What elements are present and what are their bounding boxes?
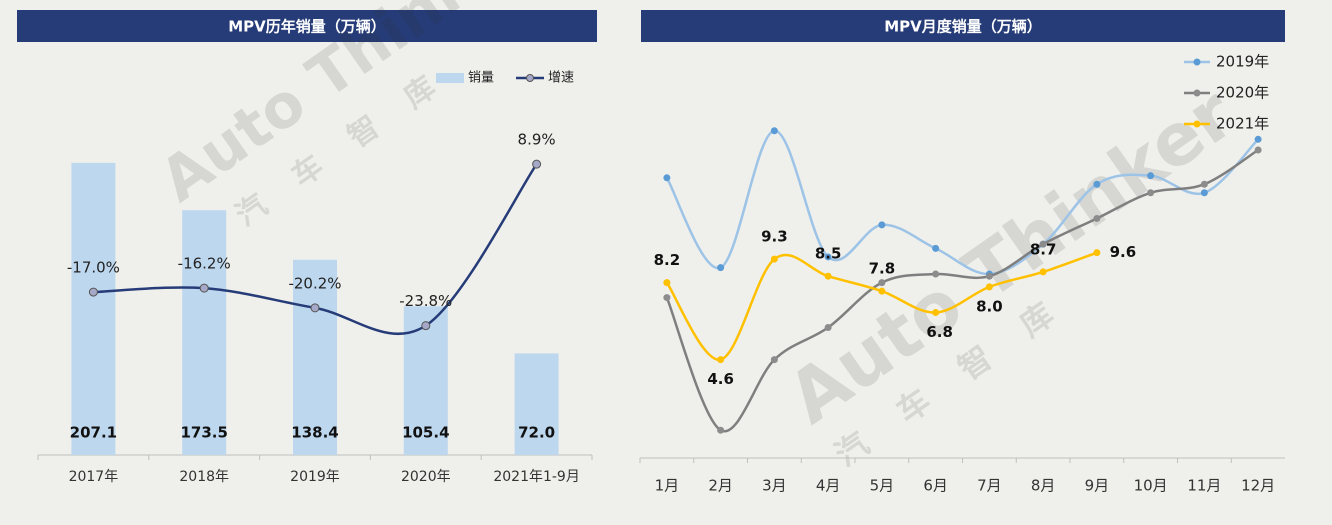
- value-label: -23.8%: [399, 292, 452, 310]
- marker: [310, 303, 320, 313]
- marker: [1039, 268, 1047, 276]
- legend-label: 2021年: [1216, 115, 1269, 133]
- value-label: 8.5: [815, 245, 842, 263]
- marker: [717, 426, 725, 434]
- value-label: 8.9%: [518, 131, 556, 149]
- marker: [878, 287, 886, 295]
- chart-title: MPV月度销量（万辆）: [884, 18, 1042, 36]
- marker: [199, 283, 209, 293]
- marker: [878, 279, 886, 287]
- legend-label: 增速: [548, 71, 574, 86]
- marker: [717, 356, 725, 364]
- value-label: -20.2%: [288, 274, 341, 292]
- bar-value-label: 138.4: [291, 424, 338, 442]
- x-tick-label: 7月: [977, 477, 1002, 495]
- legend-marker: [1193, 58, 1201, 66]
- value-label: 7.8: [869, 260, 896, 278]
- marker: [663, 279, 671, 287]
- marker: [1093, 180, 1101, 188]
- bar-value-label: 207.1: [70, 424, 117, 442]
- bar-value-label: 72.0: [518, 424, 555, 442]
- marker: [1039, 240, 1047, 248]
- legend-marker: [1193, 89, 1201, 97]
- marker: [770, 356, 778, 364]
- marker: [932, 244, 940, 252]
- value-label: 9.3: [761, 228, 788, 246]
- value-label: -16.2%: [178, 255, 231, 273]
- marker: [770, 255, 778, 263]
- bar-value-label: 173.5: [180, 424, 227, 442]
- marker: [1254, 135, 1262, 143]
- marker: [663, 294, 671, 302]
- x-tick-label: 2018年: [179, 469, 229, 485]
- marker: [824, 324, 832, 332]
- x-tick-label: 12月: [1241, 477, 1275, 495]
- marker: [878, 221, 886, 229]
- x-tick-label: 3月: [762, 477, 787, 495]
- legend-label: 2020年: [1216, 84, 1269, 102]
- marker: [421, 321, 431, 331]
- marker: [824, 253, 832, 261]
- bar: [71, 162, 116, 455]
- chart-title: MPV历年销量（万辆）: [228, 18, 386, 36]
- bar: [514, 353, 559, 455]
- marker: [932, 270, 940, 278]
- marker: [1147, 189, 1155, 197]
- x-tick-label: 2017年: [69, 469, 119, 485]
- x-tick-label: 2月: [708, 477, 733, 495]
- x-tick-label: 1月: [655, 477, 680, 495]
- x-tick-label: 5月: [870, 477, 895, 495]
- marker: [663, 174, 671, 182]
- value-label: -17.0%: [67, 259, 120, 277]
- value-label: 4.6: [707, 370, 734, 388]
- x-tick-label: 2019年: [290, 469, 340, 485]
- value-label: 6.8: [926, 323, 953, 341]
- bar: [182, 210, 227, 455]
- x-tick-label: 4月: [816, 477, 841, 495]
- legend-label: 销量: [468, 71, 494, 86]
- legend-marker: [526, 74, 534, 82]
- marker: [1200, 189, 1208, 197]
- x-tick-label: 2020年: [401, 469, 451, 485]
- bar-value-label: 105.4: [402, 424, 449, 442]
- marker: [985, 283, 993, 291]
- marker: [1147, 172, 1155, 180]
- marker: [88, 287, 98, 297]
- marker: [1093, 214, 1101, 222]
- x-tick-label: 10月: [1134, 477, 1168, 495]
- marker: [1254, 146, 1262, 154]
- x-tick-label: 9月: [1085, 477, 1110, 495]
- value-label: 8.7: [1030, 240, 1057, 258]
- legend-swatch: [436, 73, 464, 83]
- x-tick-label: 6月: [923, 477, 948, 495]
- title-bar: [17, 10, 597, 42]
- legend-label: 2019年: [1216, 53, 1269, 71]
- value-label: 8.0: [976, 297, 1003, 315]
- marker: [717, 264, 725, 272]
- x-tick-label: 11月: [1187, 477, 1221, 495]
- x-tick-label: 8月: [1031, 477, 1056, 495]
- value-label: 8.2: [654, 251, 681, 269]
- title-bar: [641, 10, 1285, 42]
- value-label: 9.6: [1110, 243, 1137, 261]
- legend-marker: [1193, 120, 1201, 128]
- marker: [1093, 249, 1101, 257]
- bar: [293, 259, 337, 455]
- marker: [1200, 180, 1208, 188]
- marker: [985, 272, 993, 280]
- marker: [932, 309, 940, 317]
- marker: [770, 127, 778, 135]
- line: [93, 163, 538, 336]
- marker: [824, 272, 832, 280]
- marker: [532, 159, 542, 169]
- x-tick-label: 2021年1-9月: [493, 469, 580, 485]
